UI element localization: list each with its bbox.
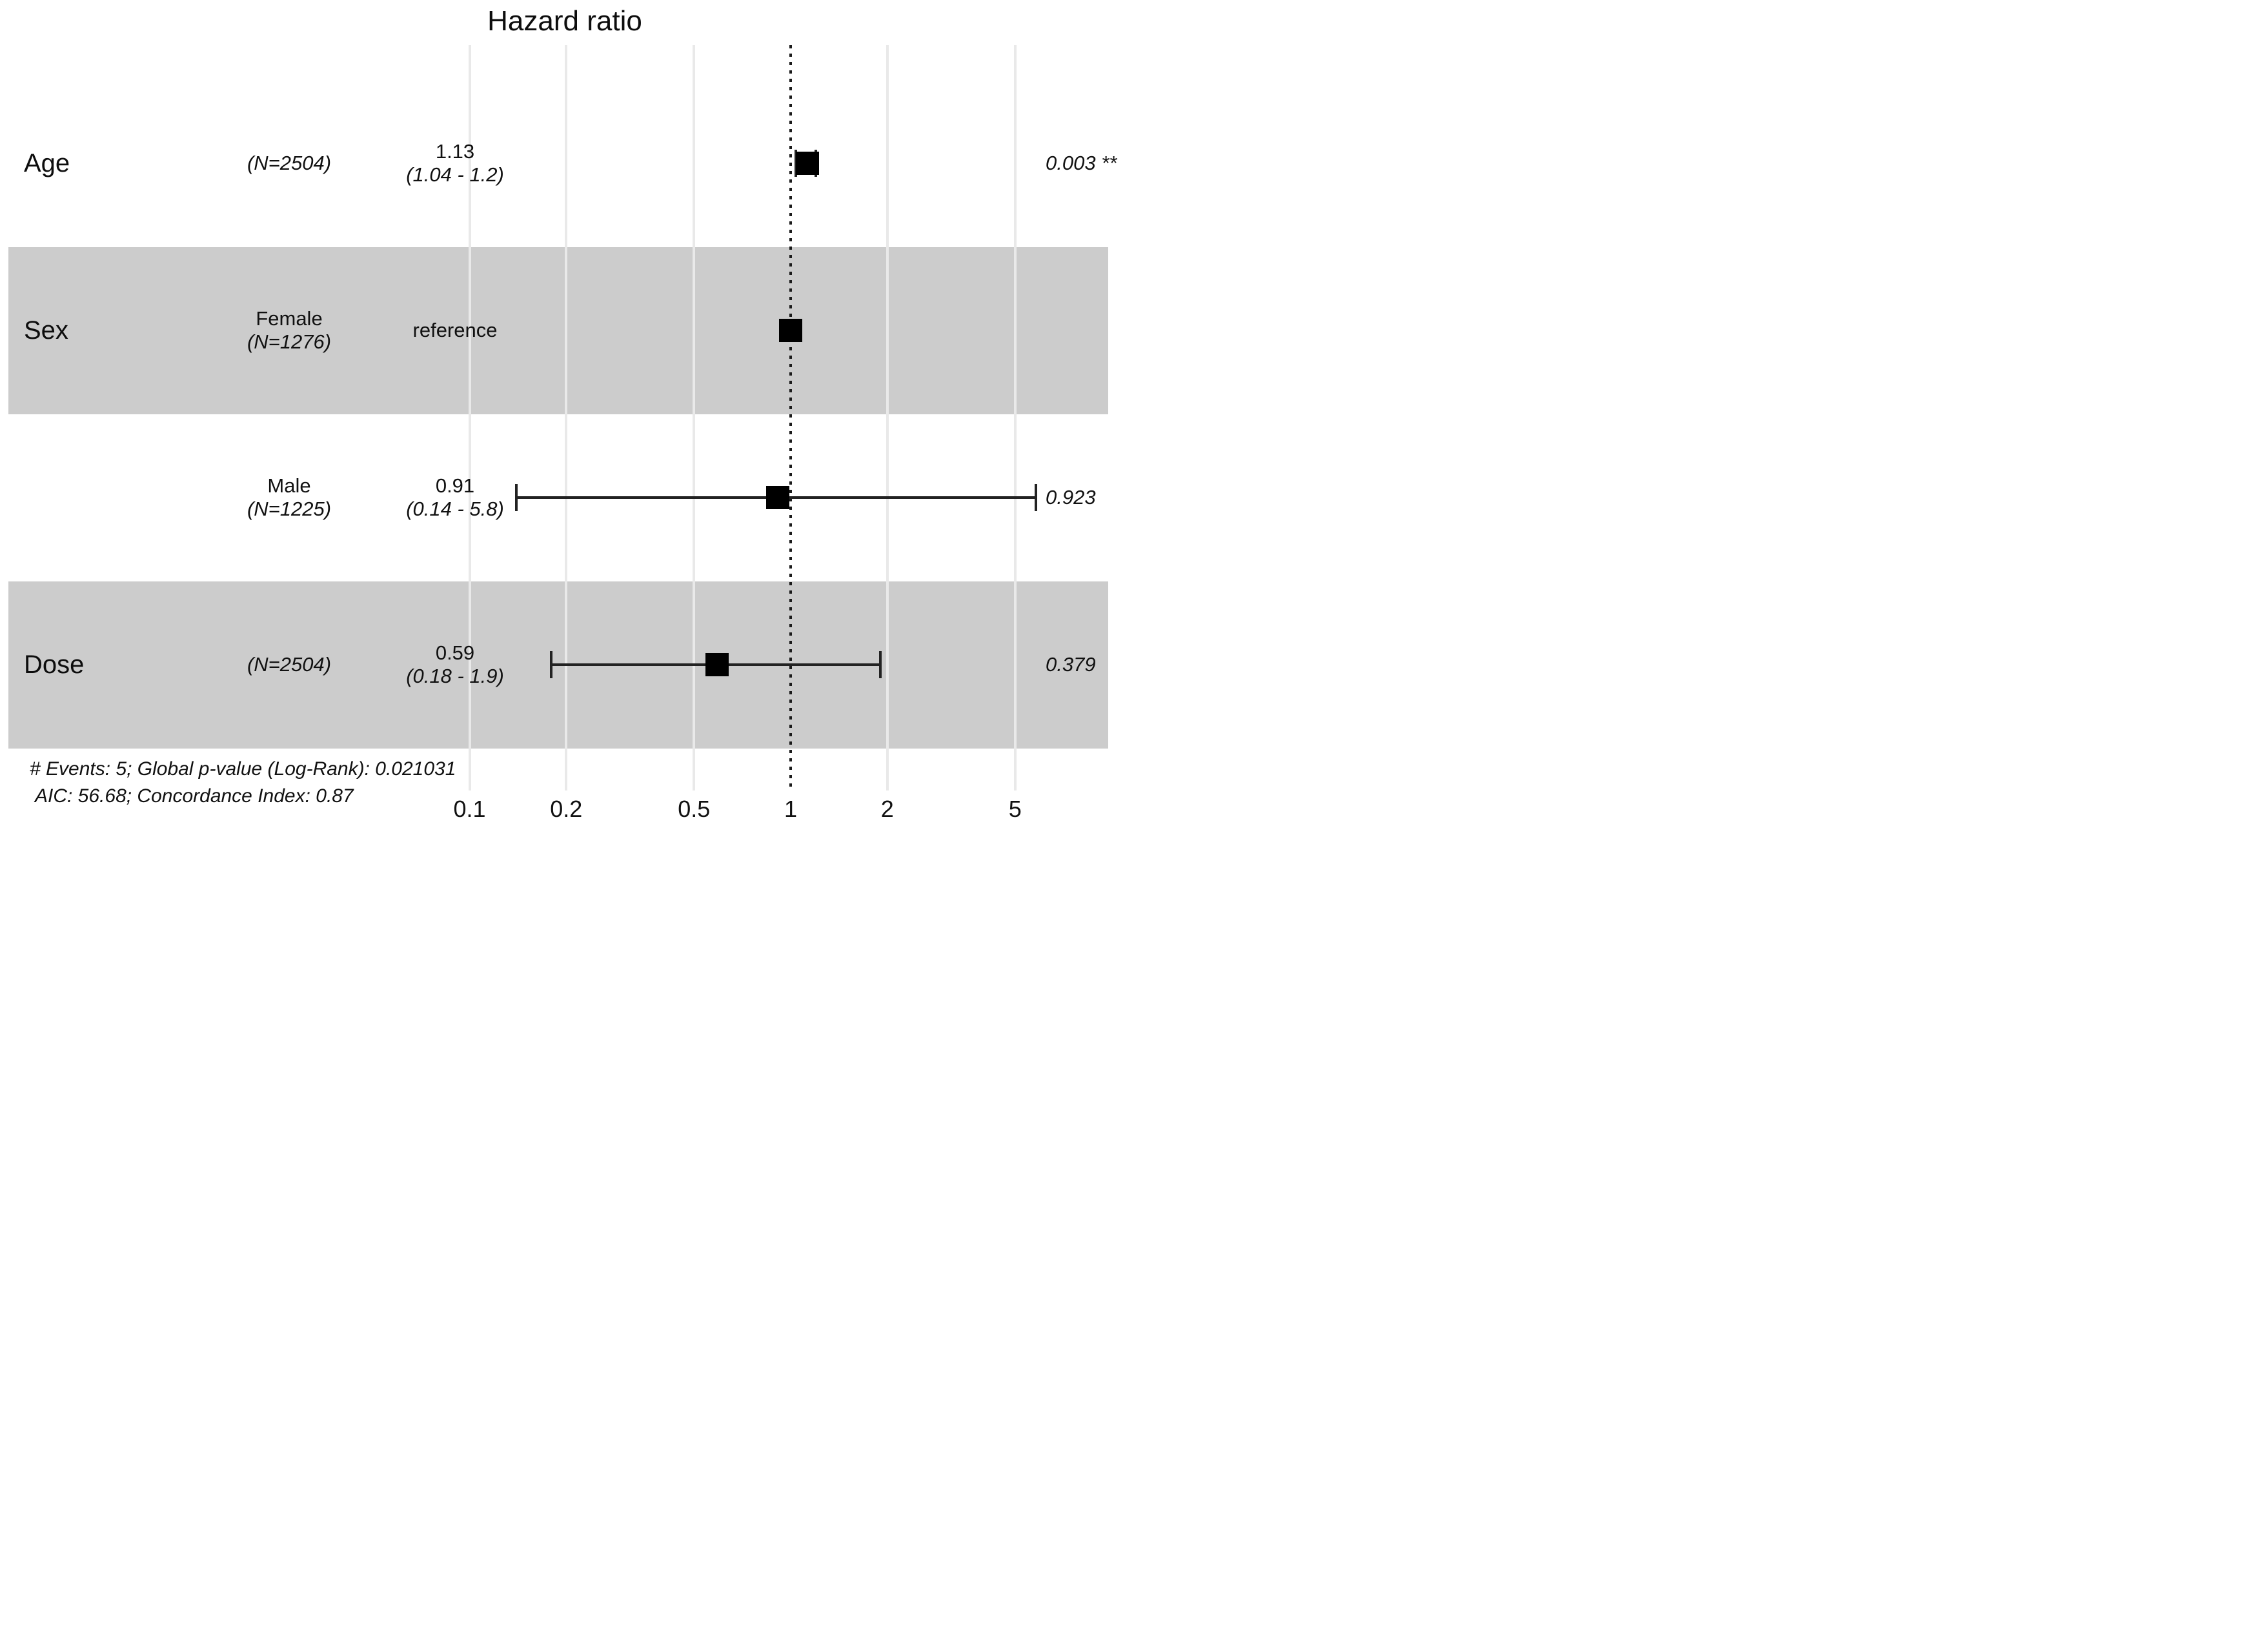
gridline — [565, 45, 568, 791]
estimate-cell: 1.13 (1.04 - 1.2) — [358, 140, 552, 186]
gridline — [886, 45, 889, 791]
p-value: 0.379 — [1046, 653, 1096, 676]
confidence-interval: (0.18 - 1.9) — [406, 665, 504, 687]
hr-marker — [796, 152, 820, 175]
x-axis: 0.1 0.2 0.5 1 2 5 — [0, 0, 1130, 826]
reference-line — [789, 45, 792, 791]
marker-layer — [0, 0, 1130, 826]
gridline — [468, 45, 471, 791]
confidence-interval: (1.04 - 1.2) — [406, 163, 504, 186]
n-label: (N=1225) — [247, 498, 332, 520]
x-axis-tick-label: 0.1 — [453, 796, 486, 822]
grid-layer — [0, 0, 1130, 826]
p-value: 0.923 — [1046, 486, 1096, 509]
estimate-cell: 0.59 (0.18 - 1.9) — [358, 641, 552, 688]
estimate-cell: 0.91 (0.14 - 5.8) — [358, 474, 552, 521]
gridline — [693, 45, 696, 791]
x-axis-tick-label: 0.2 — [550, 796, 583, 822]
hr-marker-reference — [779, 319, 802, 342]
estimate-value: 0.59 — [435, 641, 475, 664]
level-n-cell: (N=2504) — [192, 152, 386, 175]
estimate-value: reference — [412, 319, 498, 341]
x-axis-tick-label: 1 — [784, 796, 798, 822]
level-n-cell: Female (N=1276) — [192, 307, 386, 354]
band-layer — [0, 0, 1130, 826]
n-label: (N=1276) — [247, 330, 332, 353]
forest-plot-figure: Hazard ratio Age (N=2504) 1.13 (1.04 - 1… — [0, 0, 1130, 826]
gridline — [1013, 45, 1017, 791]
n-label: (N=2504) — [247, 653, 332, 676]
ci-cap-high — [878, 651, 882, 678]
p-value: 0.003 ** — [1046, 152, 1117, 174]
variable-label: Age — [24, 149, 70, 177]
estimate-cell: reference — [358, 319, 552, 342]
footer-aic-concordance: AIC: 56.68; Concordance Index: 0.87 — [35, 785, 354, 807]
hr-marker — [765, 486, 789, 509]
level-n-cell: Male (N=1225) — [192, 474, 386, 521]
estimate-value: 0.91 — [435, 474, 475, 497]
chart-title: Hazard ratio — [487, 5, 642, 37]
level-label: Male — [267, 474, 311, 497]
variable-label: Dose — [24, 650, 85, 679]
x-axis-tick-label: 0.5 — [678, 796, 711, 822]
n-label: (N=2504) — [247, 152, 332, 174]
ci-cap-low — [515, 484, 518, 511]
level-n-cell: (N=2504) — [192, 653, 386, 676]
ci-cap-high — [1034, 484, 1037, 511]
text-layer: Age (N=2504) 1.13 (1.04 - 1.2) 0.003 ** … — [0, 0, 1130, 826]
ci-cap-low — [550, 651, 553, 678]
level-label: Female — [256, 307, 323, 330]
variable-label: Sex — [24, 316, 68, 345]
footer-events-pvalue: # Events: 5; Global p-value (Log-Rank): … — [30, 758, 456, 780]
x-axis-tick-label: 5 — [1008, 796, 1022, 822]
hr-marker — [705, 653, 729, 676]
x-axis-tick-label: 2 — [880, 796, 894, 822]
confidence-interval: (0.14 - 5.8) — [406, 498, 504, 520]
estimate-value: 1.13 — [435, 140, 475, 163]
row-shaded-band — [8, 247, 1108, 414]
